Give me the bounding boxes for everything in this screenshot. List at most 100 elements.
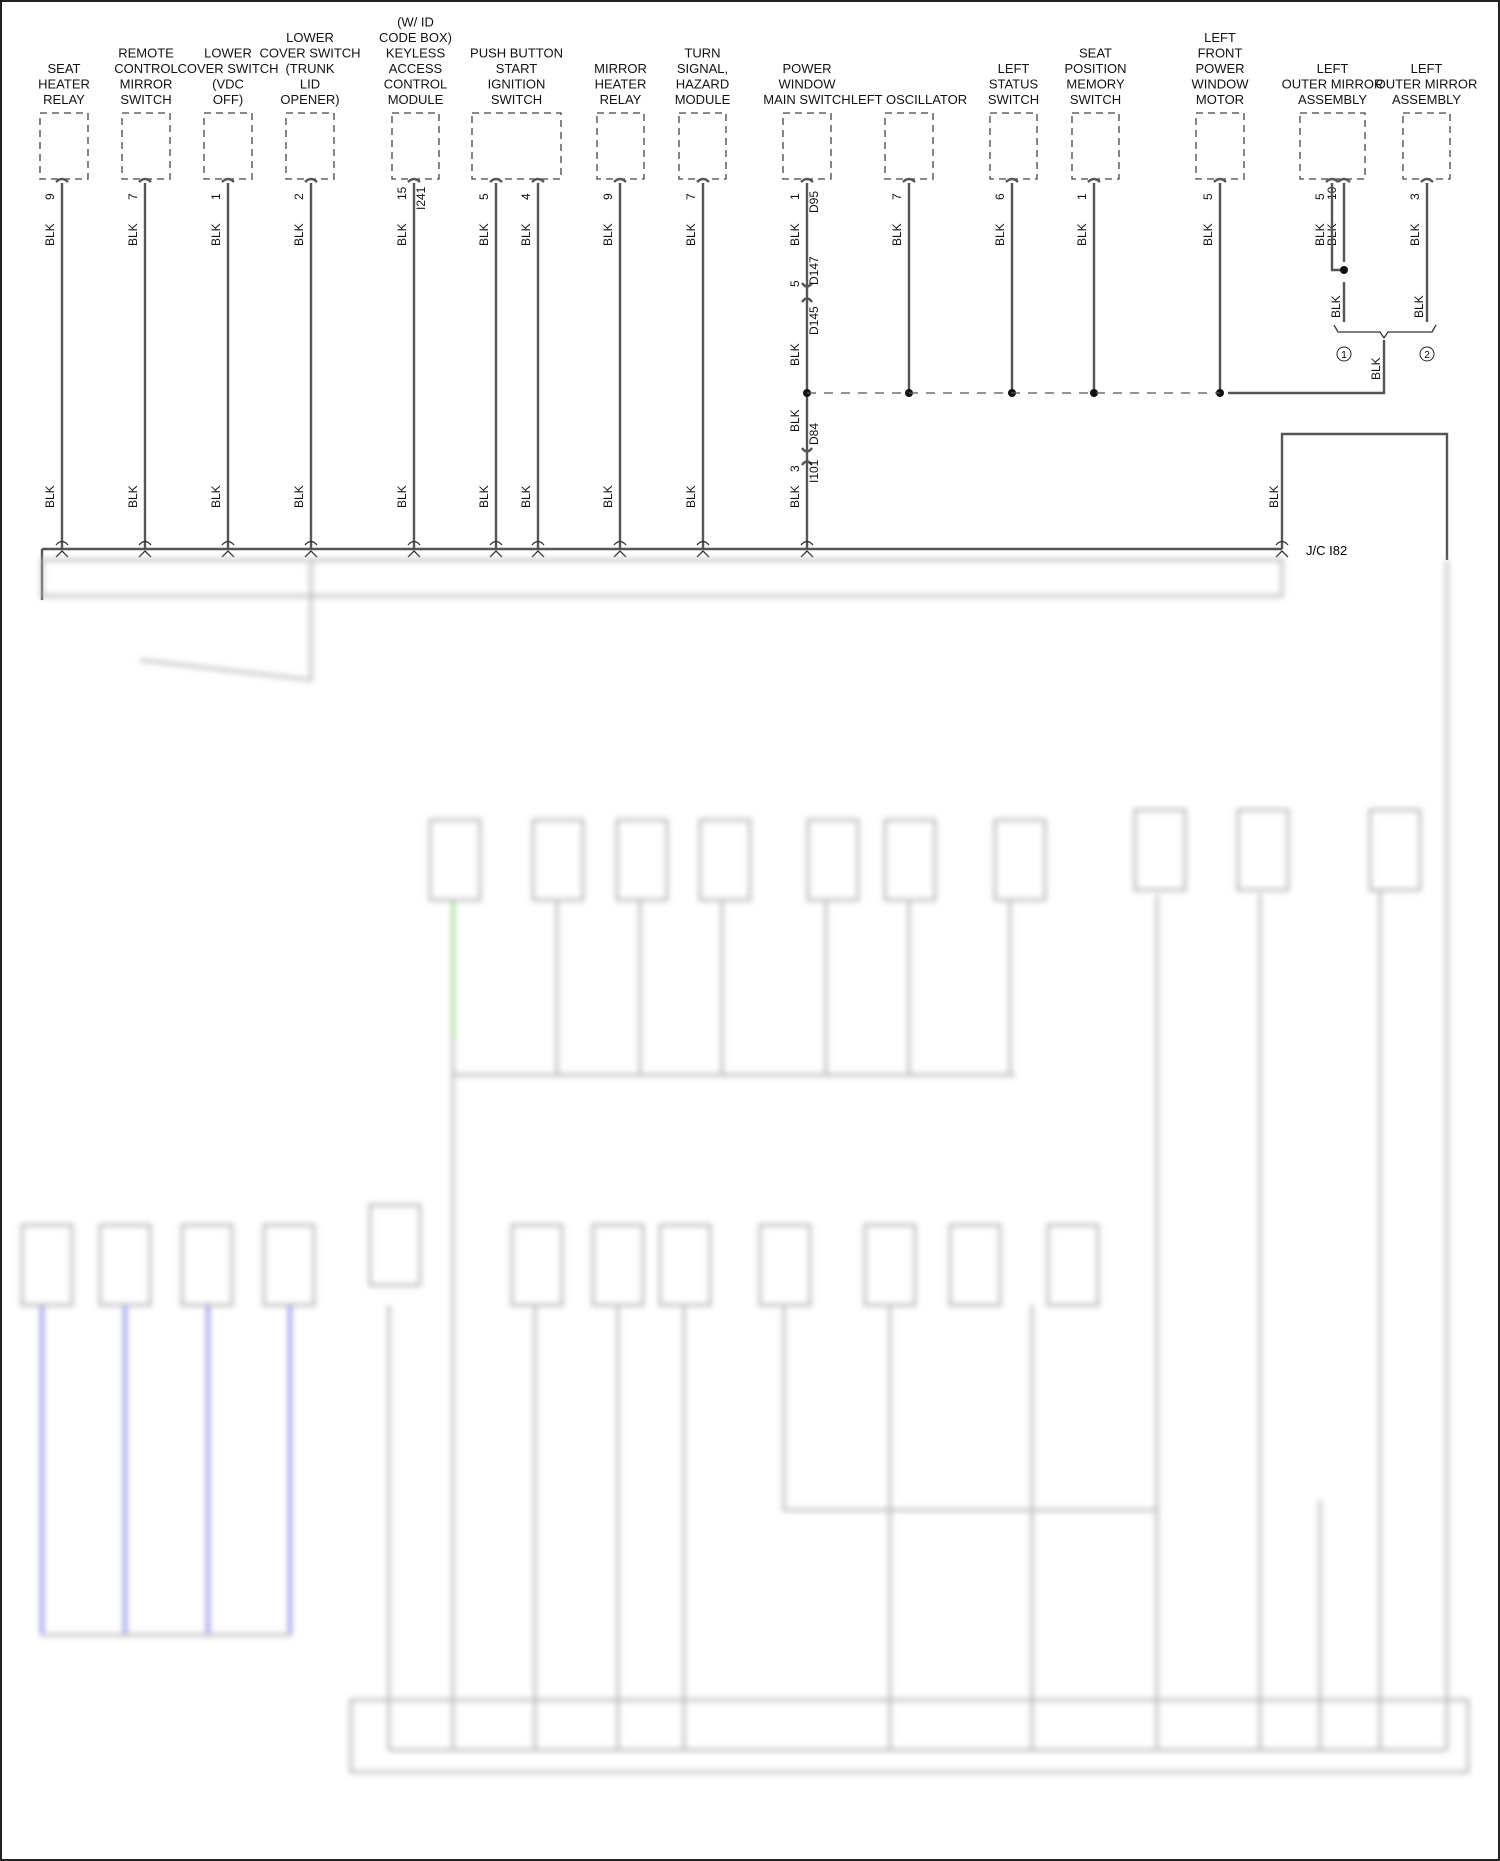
component-box xyxy=(615,818,669,902)
label-line: MIRROR xyxy=(120,77,173,92)
wire-color-label: BLK xyxy=(788,223,802,246)
turn-signal-hazard-module-box xyxy=(678,112,727,180)
label-line: ACCESS xyxy=(389,61,443,76)
lower-cover-switch-vdc-off-box xyxy=(203,112,253,180)
ground-circuit-top: SEAT HEATER RELAY 9 BLK BLK REMOTE CONTROL MIRRO… xyxy=(38,15,1478,600)
variant-bracket xyxy=(1333,324,1437,340)
pin-number: 7 xyxy=(126,193,140,200)
label-line: ASSEMBLY xyxy=(1298,92,1367,107)
seat-heater-relay-label: SEAT HEATER RELAY xyxy=(38,61,90,107)
wire-color-label: BLK xyxy=(1412,295,1426,318)
wire-color-label: BLK xyxy=(209,485,223,508)
component-box xyxy=(510,1223,564,1307)
component-box xyxy=(698,818,752,902)
connector-pin-icon xyxy=(902,177,916,183)
junction-pin-icon xyxy=(489,540,503,558)
pin-number: 5 xyxy=(1201,193,1215,200)
connector-id: D95 xyxy=(807,191,821,213)
component-box xyxy=(1368,808,1422,892)
label-line: OUTER MIRROR xyxy=(1376,77,1478,92)
label-line: MODULE xyxy=(675,92,731,107)
splice-point xyxy=(1340,266,1348,274)
left-status-switch-label: LEFT STATUS SWITCH xyxy=(988,61,1039,107)
jc-body xyxy=(40,558,1284,598)
left-status-switch-box xyxy=(989,112,1038,180)
component-box xyxy=(98,1223,152,1307)
label-line: COVER SWITCH xyxy=(177,61,278,76)
label-line: HAZARD xyxy=(676,77,729,92)
junction-pin-icon xyxy=(800,540,814,558)
label-line: HEATER xyxy=(595,77,647,92)
label-line: MOTOR xyxy=(1196,92,1244,107)
wire xyxy=(139,560,313,682)
component-box xyxy=(948,1223,1002,1307)
component-box xyxy=(531,818,585,902)
label-line: SIGNAL, xyxy=(677,61,728,76)
inline-connector-icon xyxy=(801,282,813,303)
pin-number: 6 xyxy=(993,193,1007,200)
wire-color-label: BLK xyxy=(788,485,802,508)
wire-color-label: BLK xyxy=(1267,485,1281,508)
lower-cover-switch-vdc-off-label: LOWER COVER SWITCH (VDC OFF) xyxy=(177,46,278,108)
power-window-main-switch-box xyxy=(782,112,832,180)
left-oscillator-box xyxy=(884,112,934,180)
label-line: OFF) xyxy=(213,92,243,107)
wire-color-label: BLK xyxy=(890,223,904,246)
wire xyxy=(782,1305,1159,1512)
label-line: (VDC xyxy=(212,77,244,92)
connector-id: D147 xyxy=(807,256,821,285)
label-line: IGNITION xyxy=(488,77,546,92)
pin-number: 9 xyxy=(601,193,615,200)
power-window-main-switch-label: POWER WINDOW MAIN SWITCH xyxy=(763,61,850,107)
label-line: REMOTE xyxy=(118,46,174,61)
junction-pin-icon xyxy=(55,540,69,558)
wire xyxy=(1228,340,1386,395)
wire-color-label: BLK xyxy=(519,485,533,508)
connector-pin-icon xyxy=(696,177,710,183)
wire-color-label: BLK xyxy=(601,485,615,508)
label-line: POWER xyxy=(782,61,831,76)
label-line: MEMORY xyxy=(1066,77,1125,92)
connector-id: I241 xyxy=(414,186,428,210)
wire-color-label: BLK xyxy=(292,485,306,508)
label-line: SEAT xyxy=(48,61,81,76)
label-line: SWITCH xyxy=(1070,92,1121,107)
label-line: CONTROL xyxy=(114,61,178,76)
ground-circuit-bottom-blurred xyxy=(20,558,1470,1774)
pin-number: 5 xyxy=(1313,193,1327,200)
pin-number: 5 xyxy=(788,280,802,287)
wire-color-label: BLK xyxy=(1313,223,1327,246)
connector-pin-icon xyxy=(1087,177,1101,183)
wire-color-label: BLK xyxy=(788,409,802,432)
component-box xyxy=(1133,808,1187,892)
variant-marker-icon xyxy=(1336,346,1352,362)
connector-pin-icon xyxy=(1005,177,1019,183)
label-line: LOWER xyxy=(286,30,334,45)
pin-number: 1 xyxy=(209,193,223,200)
label-line: LOWER xyxy=(204,46,252,61)
label-line: LEFT xyxy=(1317,61,1349,76)
push-button-start-ignition-switch-box xyxy=(471,112,562,180)
wire-color-label: BLK xyxy=(684,223,698,246)
connector-pin-icon xyxy=(1325,177,1339,183)
variant-marker-number: 2 xyxy=(1424,350,1430,361)
turn-signal-hazard-module-label: TURN SIGNAL, HAZARD MODULE xyxy=(675,46,731,108)
wire-color-label: BLK xyxy=(477,485,491,508)
label-line: MAIN SWITCH xyxy=(763,92,850,107)
seat-position-memory-switch-label: SEAT POSITION MEMORY SWITCH xyxy=(1064,46,1126,108)
label-line: HEATER xyxy=(38,77,90,92)
wire-color-label: BLK xyxy=(993,223,1007,246)
lower-cover-switch-trunk-lid-opener-label: LOWER COVER SWITCH (TRUNK LID OPENER) xyxy=(259,30,360,107)
label-line: LEFT xyxy=(1411,61,1443,76)
wire-color-label: BLK xyxy=(126,485,140,508)
pin-number: 7 xyxy=(684,193,698,200)
label-line: SWITCH xyxy=(120,92,171,107)
label-line: OUTER MIRROR xyxy=(1282,77,1384,92)
connector-pin-icon xyxy=(489,177,503,183)
label-line: COVER SWITCH xyxy=(259,46,360,61)
variant-marker-number: 1 xyxy=(1341,350,1347,361)
label-line: MODULE xyxy=(388,92,444,107)
label-line: LEFT OSCILLATOR xyxy=(851,92,967,107)
